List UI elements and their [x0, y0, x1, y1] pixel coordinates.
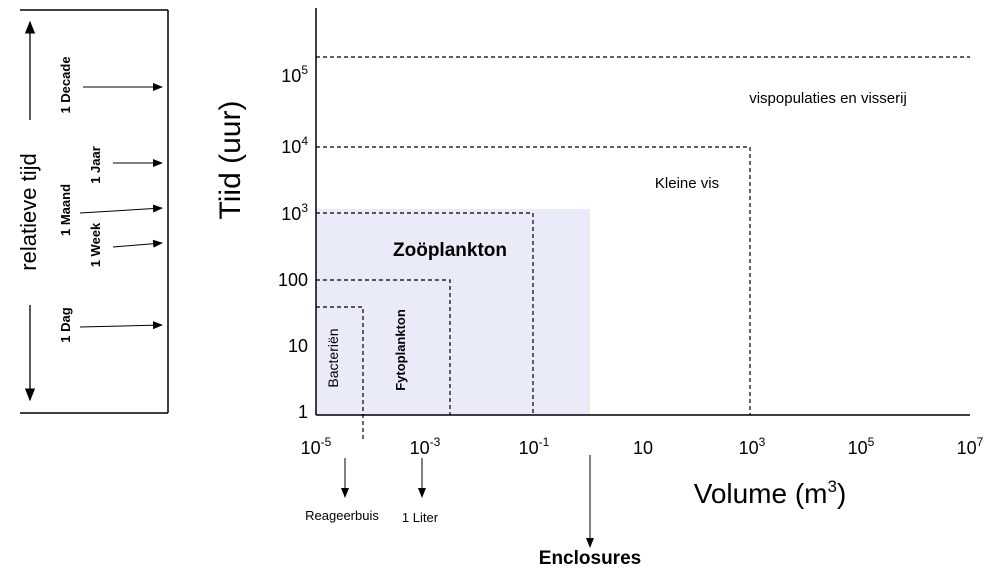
- tick-label: 103: [281, 201, 308, 224]
- mark: 1 Decade: [58, 56, 73, 113]
- region-label: Zoöplankton: [393, 240, 507, 261]
- tick-label: 10-3: [410, 435, 441, 458]
- left-scale: relatieve tijd 1 Decade 1 Jaar 1 Maand 1…: [16, 9, 169, 414]
- phyto-box: [316, 279, 451, 415]
- container-label: 1 Liter: [402, 510, 439, 525]
- region-label: Fytoplankton: [393, 309, 408, 391]
- region-label: Bacteriën: [325, 328, 341, 387]
- mark: 1 Jaar: [88, 146, 103, 184]
- tick-label: 1: [298, 402, 308, 422]
- bacteria-box: [316, 306, 364, 440]
- mark: 1 Dag: [58, 307, 73, 342]
- fish-box: [316, 146, 751, 415]
- x-title: Volume (m3): [694, 477, 847, 509]
- mark: 1 Week: [88, 222, 103, 267]
- region-label: vispopulaties en visserij: [749, 90, 907, 107]
- enclosure-area: [316, 209, 590, 415]
- tick-label: 10: [288, 336, 308, 356]
- tick-label: 104: [281, 134, 308, 157]
- scale-title: relatieve tijd: [16, 153, 41, 270]
- tick-label: 10-5: [301, 435, 332, 458]
- tick-label: 10-1: [519, 435, 550, 458]
- tick-label: 10: [633, 438, 653, 458]
- tick-label: 105: [281, 63, 308, 86]
- region-label: Kleine vis: [655, 175, 719, 192]
- tick-label: 105: [848, 435, 875, 458]
- container-label: Reageerbuis: [305, 508, 379, 523]
- y-title: Tiid (uur): [214, 101, 247, 220]
- tick-label: 107: [957, 435, 984, 458]
- container-label: Enclosures: [539, 548, 641, 569]
- mark: 1 Maand: [58, 184, 73, 236]
- zoo-box: [316, 212, 534, 415]
- tick-label: 103: [739, 435, 766, 458]
- tick-label: 100: [278, 270, 308, 290]
